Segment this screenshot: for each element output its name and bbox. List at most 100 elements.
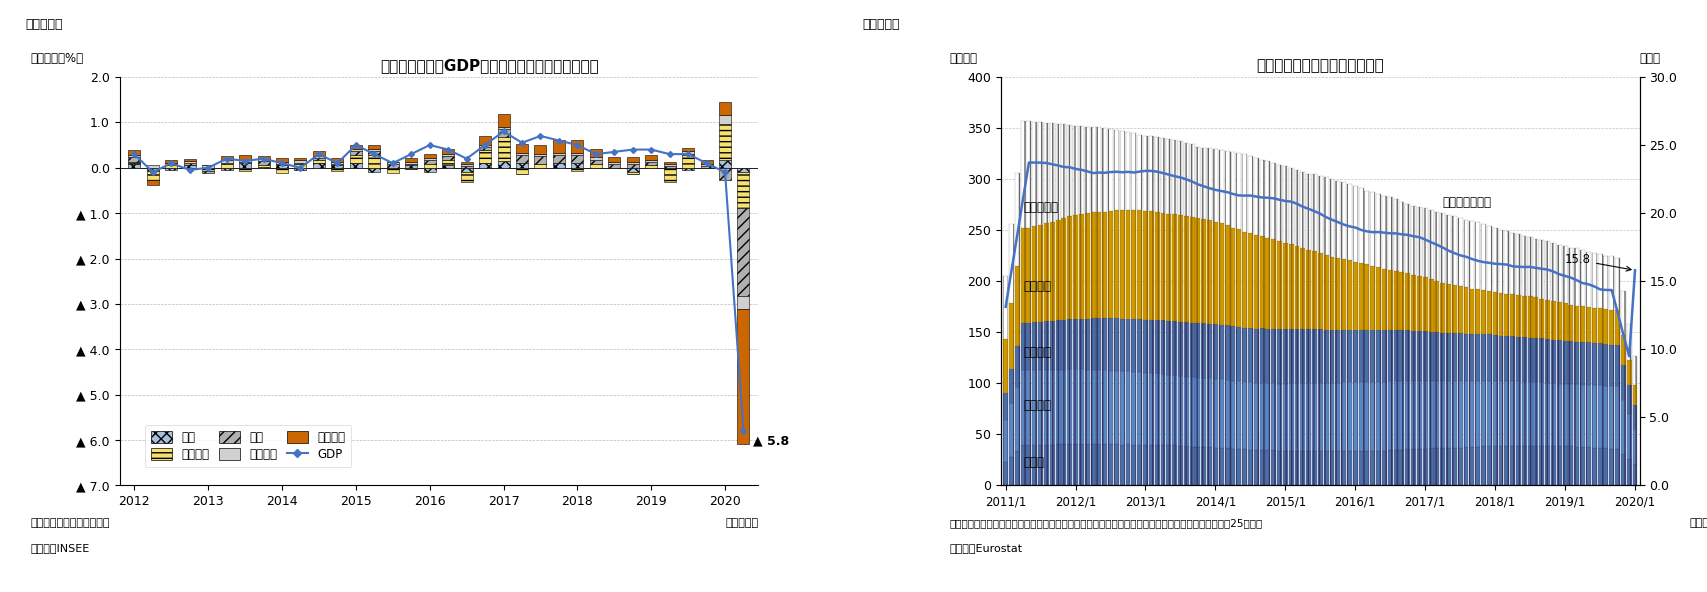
- Bar: [1538, 240, 1543, 299]
- Bar: [1422, 277, 1427, 331]
- Bar: [1079, 319, 1084, 369]
- Bar: [1335, 258, 1340, 330]
- Bar: [1567, 305, 1572, 341]
- Bar: [737, 296, 749, 309]
- Bar: [1009, 303, 1014, 369]
- Bar: [1009, 224, 1014, 303]
- Bar: [1480, 290, 1485, 334]
- Bar: [147, 171, 159, 179]
- Bar: [1091, 212, 1094, 318]
- Bar: [1516, 295, 1519, 336]
- Bar: [1050, 123, 1055, 222]
- Bar: [1410, 381, 1415, 449]
- Bar: [1393, 271, 1398, 330]
- Bar: [497, 129, 509, 137]
- Bar: [423, 158, 435, 160]
- Bar: [423, 154, 435, 158]
- Bar: [1067, 369, 1072, 444]
- Title: フランスの実質GDP成長率（需要項目別寄与度）: フランスの実質GDP成長率（需要項目別寄与度）: [381, 58, 599, 73]
- Bar: [1096, 369, 1101, 444]
- Text: ドイツ: ドイツ: [1022, 456, 1043, 469]
- Bar: [350, 149, 362, 152]
- Bar: [1463, 381, 1468, 448]
- Bar: [1038, 123, 1043, 225]
- Bar: [1492, 381, 1497, 446]
- Bar: [1632, 405, 1637, 429]
- Bar: [1632, 465, 1637, 485]
- Bar: [1596, 308, 1601, 343]
- Bar: [1545, 241, 1550, 300]
- Bar: [147, 179, 159, 181]
- Bar: [1125, 318, 1130, 371]
- Bar: [1270, 451, 1275, 485]
- Bar: [1091, 318, 1094, 369]
- Bar: [1352, 382, 1357, 452]
- Bar: [626, 168, 638, 172]
- Bar: [201, 171, 213, 173]
- Bar: [1299, 330, 1304, 384]
- Bar: [1195, 323, 1200, 378]
- Bar: [1091, 369, 1094, 444]
- Bar: [1282, 451, 1287, 485]
- Bar: [1608, 345, 1613, 386]
- Bar: [1417, 331, 1420, 381]
- Bar: [737, 172, 749, 208]
- Bar: [1178, 215, 1183, 322]
- Bar: [1381, 269, 1386, 330]
- Bar: [1475, 381, 1480, 447]
- Bar: [1323, 255, 1328, 330]
- Bar: [1101, 370, 1106, 444]
- Bar: [1555, 384, 1560, 446]
- Bar: [1516, 381, 1519, 446]
- Bar: [1043, 321, 1048, 370]
- Bar: [664, 162, 676, 164]
- Text: （月次）: （月次）: [1688, 518, 1707, 528]
- Bar: [1311, 451, 1316, 485]
- Bar: [1603, 309, 1608, 344]
- Bar: [184, 161, 196, 163]
- Bar: [1120, 445, 1123, 485]
- Bar: [1516, 336, 1519, 381]
- Text: （資料）INSEE: （資料）INSEE: [31, 543, 89, 553]
- Bar: [1456, 333, 1461, 381]
- Bar: [1410, 331, 1415, 381]
- Bar: [1060, 320, 1065, 369]
- Bar: [497, 114, 509, 127]
- Bar: [1615, 258, 1618, 310]
- Bar: [1258, 160, 1263, 236]
- Bar: [1439, 282, 1444, 333]
- Bar: [1555, 245, 1560, 302]
- Bar: [1009, 369, 1014, 403]
- Bar: [1219, 448, 1222, 485]
- Bar: [1463, 448, 1468, 485]
- Bar: [1596, 343, 1601, 385]
- Bar: [1388, 330, 1391, 381]
- Bar: [1050, 321, 1055, 370]
- Bar: [220, 156, 232, 160]
- Bar: [1289, 384, 1292, 451]
- Bar: [572, 153, 584, 155]
- Bar: [128, 164, 140, 168]
- Bar: [1347, 260, 1352, 330]
- Bar: [1009, 456, 1014, 485]
- Bar: [1055, 445, 1060, 485]
- Bar: [423, 160, 435, 164]
- Bar: [1591, 308, 1596, 343]
- Bar: [1195, 146, 1200, 218]
- Bar: [1335, 451, 1340, 485]
- Bar: [681, 154, 693, 155]
- Bar: [1200, 147, 1205, 218]
- Bar: [497, 127, 509, 129]
- Bar: [1050, 445, 1055, 485]
- Bar: [277, 162, 288, 164]
- Bar: [534, 154, 546, 156]
- Bar: [461, 172, 473, 182]
- Bar: [1265, 161, 1270, 237]
- Bar: [1504, 381, 1509, 446]
- Bar: [1567, 384, 1572, 446]
- Bar: [608, 164, 620, 168]
- Bar: [1212, 448, 1217, 485]
- Bar: [1388, 271, 1391, 330]
- Bar: [1591, 385, 1596, 448]
- Bar: [1446, 214, 1451, 284]
